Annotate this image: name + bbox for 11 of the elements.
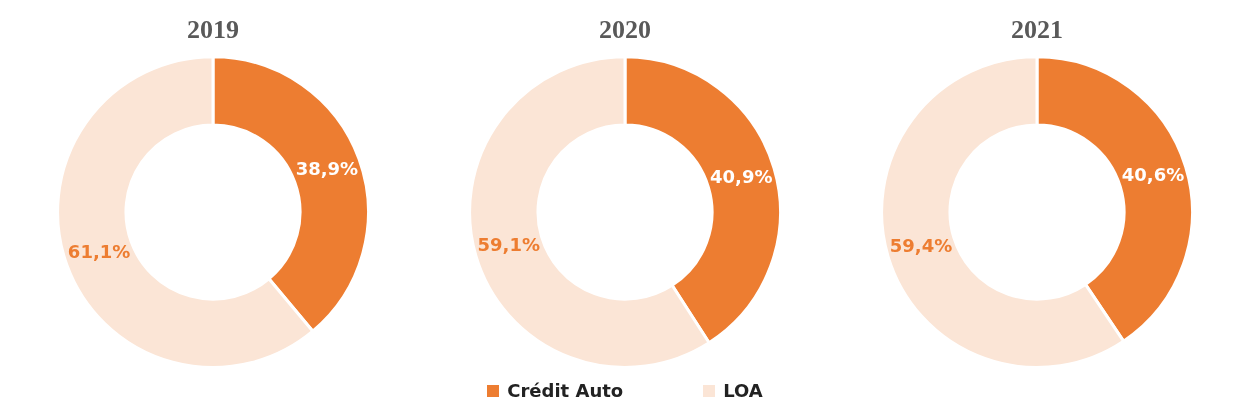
chart-title: 2020 xyxy=(599,15,651,45)
data-label: 59,4% xyxy=(889,235,953,257)
data-label: 59,1% xyxy=(477,233,540,255)
data-label: 38,9% xyxy=(295,158,359,180)
data-label: 40,9% xyxy=(710,165,773,187)
legend-label: LOA xyxy=(723,380,763,401)
legend-label: Crédit Auto xyxy=(507,380,624,401)
data-label: 40,6% xyxy=(1121,164,1185,186)
chart-title: 2019 xyxy=(187,15,239,45)
data-label: 61,1% xyxy=(67,241,131,263)
chart-title: 2021 xyxy=(1011,15,1063,45)
